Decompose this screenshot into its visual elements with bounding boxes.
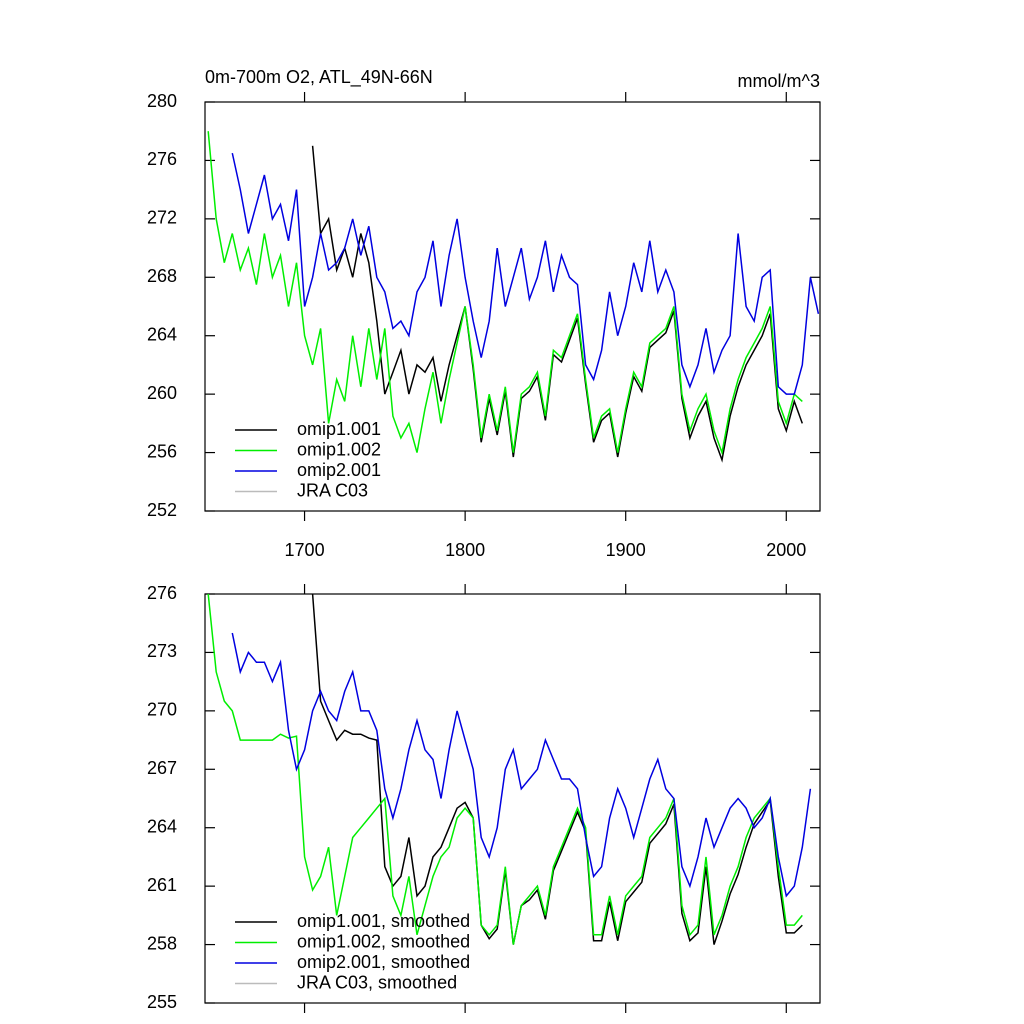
y-tick-label: 268 xyxy=(147,266,177,286)
series-line xyxy=(311,145,804,463)
x-tick-label: 2000 xyxy=(766,540,806,560)
y-tick-label: 261 xyxy=(147,875,177,895)
x-tick-label: 1700 xyxy=(285,540,325,560)
y-tick-label: 270 xyxy=(147,700,177,720)
y-tick-label: 258 xyxy=(147,933,177,953)
series-line xyxy=(231,632,812,898)
legend-label: omip1.001, smoothed xyxy=(297,911,470,931)
y-tick-label: 267 xyxy=(147,758,177,778)
y-tick-label: 264 xyxy=(147,816,177,836)
y-tick-label: 256 xyxy=(147,441,177,461)
plot-frame xyxy=(204,101,821,512)
y-tick-label: 272 xyxy=(147,208,177,228)
legend-label: omip1.002 xyxy=(297,439,381,459)
legend-label: omip2.001, smoothed xyxy=(297,952,470,972)
y-tick-label: 264 xyxy=(147,324,177,344)
series-line xyxy=(311,593,803,945)
y-tick-label: 273 xyxy=(147,641,177,661)
series-line xyxy=(231,152,820,395)
legend-label: omip1.002, smoothed xyxy=(297,931,470,951)
y-tick-label: 276 xyxy=(147,583,177,603)
legend-label: JRA C03 xyxy=(297,480,368,500)
y-tick-label: 280 xyxy=(147,91,177,111)
plot-frame xyxy=(204,593,821,1004)
y-tick-label: 252 xyxy=(147,500,177,520)
legend-label: omip1.001 xyxy=(297,419,381,439)
units-label: mmol/m^3 xyxy=(738,71,820,91)
series-line xyxy=(207,131,803,456)
chart-title: 0m-700m O2, ATL_49N-66N xyxy=(205,67,433,88)
y-tick-label: 260 xyxy=(147,383,177,403)
x-tick-label: 1900 xyxy=(606,540,646,560)
legend-label: JRA C03, smoothed xyxy=(297,972,457,992)
legend-label: omip2.001 xyxy=(297,460,381,480)
y-tick-label: 276 xyxy=(147,149,177,169)
y-tick-label: 255 xyxy=(147,992,177,1012)
series-line xyxy=(207,593,803,945)
x-tick-label: 1800 xyxy=(445,540,485,560)
